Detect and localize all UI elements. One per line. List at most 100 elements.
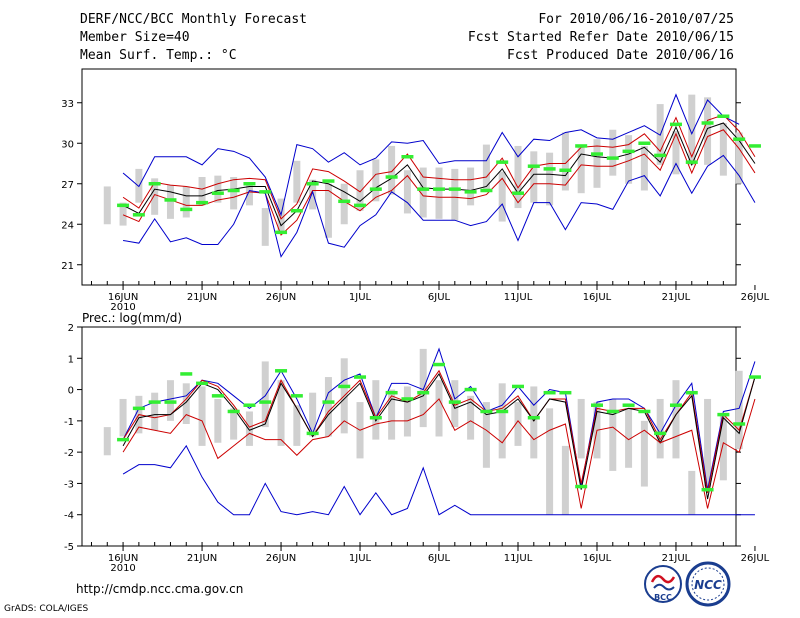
y-tick-label: 0 (68, 386, 74, 397)
spread-box (719, 414, 727, 481)
series-max-line (122, 347, 756, 490)
x-tick-label: 26JUN (266, 292, 296, 303)
series-max-line (122, 93, 740, 217)
spread-box (419, 167, 427, 218)
chart-title: DERF/NCC/BCC Monthly Forecast (80, 12, 307, 27)
spread-box (182, 186, 190, 218)
spread-box (672, 131, 680, 175)
precipitation-panel: -5 -4 -3 -2 -1 0 1 2 16JUN 21JUN 26JUN 1JUL 6JUL 11JU… (64, 311, 770, 574)
x-tick-label: 16JUL (583, 553, 612, 564)
spread-box (119, 202, 127, 226)
spread-box (419, 348, 427, 428)
spread-box (372, 380, 380, 440)
spread-box (324, 183, 332, 238)
spread-box (467, 395, 475, 440)
x-tick-label: 26JUL (741, 553, 770, 564)
spread-box (735, 370, 743, 450)
x-tick-label: 21JUN (187, 553, 217, 564)
spread-box (530, 386, 538, 459)
spread-box (435, 380, 443, 437)
spread-box (293, 405, 301, 446)
spread-box (309, 179, 317, 210)
x-tick-label: 6JUL (428, 292, 451, 303)
spread-box (261, 208, 269, 246)
spread-box (577, 398, 585, 459)
series-lower-line (122, 129, 756, 236)
spread-box (403, 170, 411, 214)
year-label: 2010 (110, 302, 135, 313)
spread-box (151, 178, 159, 215)
x-tick-label: 26JUL (741, 292, 770, 303)
spread-box (182, 383, 190, 424)
spread-box (119, 398, 127, 437)
spread-box (609, 398, 617, 471)
x-tick-label: 6JUL (428, 553, 451, 564)
spread-box (561, 445, 569, 515)
spread-box (656, 398, 664, 459)
spread-box (625, 135, 633, 184)
y-tick-label: -1 (64, 417, 74, 428)
x-tick-label: 16JUN (108, 553, 138, 564)
spread-box (514, 402, 522, 446)
y-tick-label: 30 (61, 139, 74, 150)
spread-box (704, 398, 712, 487)
spread-box (214, 175, 222, 203)
series-lower-line (122, 398, 756, 509)
spread-box (672, 380, 680, 459)
spread-box (356, 170, 364, 211)
source-url[interactable]: http://cmdp.ncc.cma.gov.cn (76, 582, 244, 596)
spread-box (324, 377, 332, 437)
spread-box (388, 389, 396, 440)
forecast-period: For 2010/06/16-2010/07/25 (538, 12, 734, 27)
y-tick-label: 21 (61, 261, 74, 272)
spread-box (577, 144, 585, 194)
x-tick-label: 1JUL (349, 553, 372, 564)
x-tick-label: 16JUN (108, 292, 138, 303)
spread-box (498, 171, 506, 222)
x-tick-label: 11JUL (504, 292, 533, 303)
series-min-line (122, 444, 755, 516)
spread-box (498, 383, 506, 459)
spread-box (735, 132, 743, 184)
temperature-panel: 21 24 27 30 33 16JUN 21JUN 26JUN 1JUL 6JUL 11JUL 16… (61, 68, 770, 313)
series-mean-line (122, 372, 756, 500)
spread-box (372, 159, 380, 202)
x-tick-label: 21JUL (662, 553, 691, 564)
spread-box (103, 186, 111, 225)
spread-box (261, 361, 269, 428)
forecast-produced-date: Fcst Produced Date 2010/06/16 (507, 48, 734, 63)
spread-box (198, 386, 206, 446)
y-tick-label: -2 (64, 448, 74, 459)
spread-box (467, 167, 475, 206)
spread-box (166, 185, 174, 219)
spread-box (340, 183, 348, 225)
y-tick-label: 33 (61, 99, 74, 110)
spread-box (230, 177, 238, 210)
spread-box (688, 470, 696, 515)
spread-box (640, 145, 648, 191)
spread-box (435, 167, 443, 219)
panel-title: Prec.: log(mm/d) (82, 311, 182, 325)
spread-box (198, 177, 206, 206)
y-tick-label: 1 (68, 354, 74, 365)
spread-box (309, 392, 317, 437)
x-tick-label: 21JUL (662, 292, 691, 303)
spread-box (546, 408, 554, 515)
y-tick-label: 27 (61, 180, 74, 191)
spread-box (293, 160, 301, 203)
y-tick-label: -5 (64, 542, 74, 553)
spread-box (640, 420, 648, 487)
forecast-started-date: Fcst Started Refer Date 2010/06/15 (467, 30, 734, 45)
spread-box (245, 411, 253, 446)
series-min-line (122, 154, 756, 258)
x-tick-label: 16JUL (583, 292, 612, 303)
x-tick-label: 1JUL (349, 292, 372, 303)
spread-box (151, 392, 159, 431)
spread-box (451, 168, 459, 221)
spread-box (245, 182, 253, 206)
spread-box (625, 408, 633, 468)
y-tick-label: -4 (64, 511, 74, 522)
series-upper-line (122, 369, 756, 493)
bcc-logo-text: BCC (654, 593, 672, 602)
spread-box (561, 132, 569, 191)
